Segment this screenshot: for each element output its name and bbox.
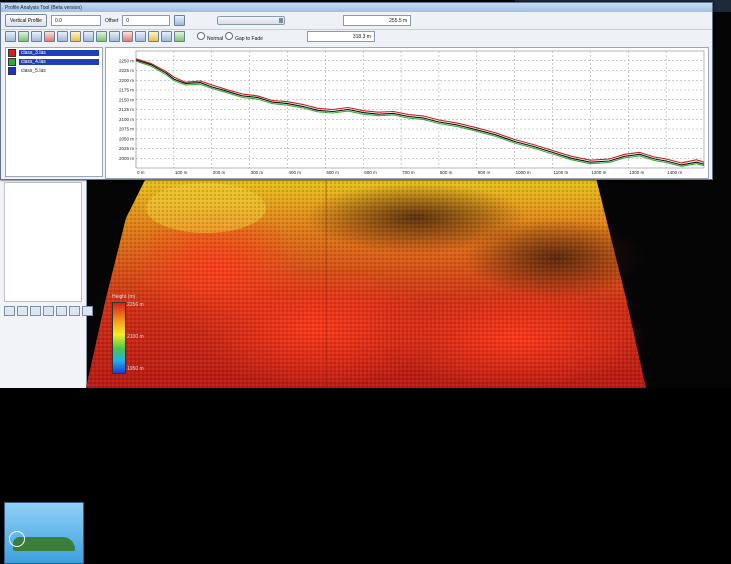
spin-icon[interactable] bbox=[174, 15, 186, 26]
window-titlebar[interactable]: Profile Analysis Tool (Beta version) bbox=[1, 3, 712, 12]
mode-normal-option[interactable]: Normal bbox=[197, 31, 224, 42]
info-icon[interactable] bbox=[174, 31, 185, 42]
x-tick-label: 1100 m bbox=[554, 170, 569, 175]
legend-title: Height (m) bbox=[112, 294, 136, 300]
grid-icon[interactable] bbox=[57, 31, 68, 42]
refresh-icon[interactable] bbox=[96, 31, 107, 42]
terrain-point-texture bbox=[86, 178, 646, 388]
x-tick-label: 1000 m bbox=[516, 170, 531, 175]
layer-item[interactable]: class_3.las bbox=[6, 49, 102, 57]
y-tick-label: 2175 m bbox=[119, 88, 134, 93]
overview-map[interactable] bbox=[4, 502, 84, 564]
x-tick-label: 1200 m bbox=[591, 170, 606, 175]
profile-chart-svg: 2000 m 2025 m 2050 m 2075 m 2100 m 2125 m 2150… bbox=[119, 50, 705, 175]
layer-color-swatch[interactable] bbox=[8, 49, 16, 57]
layer-color-swatch[interactable] bbox=[8, 58, 16, 66]
y-tick-label: 2075 m bbox=[119, 127, 134, 132]
x-tick-label: 300 m bbox=[251, 170, 264, 175]
layer-icon[interactable] bbox=[148, 31, 159, 42]
layer-tree-panel[interactable] bbox=[4, 182, 82, 302]
map-location-marker bbox=[9, 531, 25, 547]
x-tick-label: 200 m bbox=[213, 170, 226, 175]
x-tick-label: 800 m bbox=[440, 170, 453, 175]
value-field[interactable]: 0.0 bbox=[50, 15, 101, 26]
x-tick-label: 700 m bbox=[402, 170, 415, 175]
pan-icon[interactable] bbox=[18, 31, 29, 42]
viewer-side-panel bbox=[0, 178, 93, 564]
slider-knob[interactable] bbox=[279, 18, 284, 23]
profile-analysis-window[interactable]: Profile Analysis Tool (Beta version) Ver… bbox=[0, 2, 713, 180]
profile-series-line bbox=[135, 59, 705, 166]
profile-layer-list[interactable]: class_3.las class_4.las class_5.las bbox=[5, 47, 103, 177]
readout-field: 255.5 m bbox=[343, 15, 412, 26]
x-tick-label: 900 m bbox=[478, 170, 491, 175]
height-legend: Height (m) 2256 m 2100 m 1950 m bbox=[112, 294, 152, 378]
layer-color-swatch[interactable] bbox=[8, 67, 16, 75]
y-tick-label: 2225 m bbox=[119, 68, 134, 73]
x-tick-label: 0 m bbox=[137, 170, 145, 175]
color-icon[interactable] bbox=[122, 31, 133, 42]
y-tick-label: 2000 m bbox=[119, 156, 134, 161]
mode-gap-option[interactable]: Gap to Fade bbox=[225, 31, 263, 42]
y-tick-label: 2150 m bbox=[119, 97, 134, 102]
mode-gap-label: Gap to Fade bbox=[235, 35, 263, 42]
readout-field-2: 318.3 m bbox=[306, 31, 375, 42]
legend-label-mid: 2100 m bbox=[127, 334, 144, 340]
settings-toolbar: Vertical Profile 0.0 Offset 0 255.5 m bbox=[1, 12, 712, 30]
tool-icon[interactable] bbox=[30, 306, 41, 316]
layer-item[interactable]: class_5.las bbox=[6, 67, 102, 75]
window-title: Profile Analysis Tool (Beta version) bbox=[5, 4, 82, 11]
select-icon[interactable] bbox=[31, 31, 42, 42]
y-tick-label: 2125 m bbox=[119, 107, 134, 112]
point-cloud-render[interactable] bbox=[86, 178, 731, 388]
x-tick-label: 400 m bbox=[288, 170, 301, 175]
profile-series-line bbox=[135, 60, 705, 167]
legend-label-max: 2256 m bbox=[127, 302, 144, 308]
vertical-profile-button[interactable]: Vertical Profile bbox=[5, 14, 47, 27]
range-slider[interactable] bbox=[217, 16, 286, 25]
measure-icon[interactable] bbox=[44, 31, 55, 42]
x-tick-label: 600 m bbox=[364, 170, 377, 175]
x-tick-label: 500 m bbox=[326, 170, 339, 175]
tool-icon[interactable] bbox=[69, 306, 80, 316]
profile-series-line bbox=[135, 58, 705, 164]
elevation-profile-chart[interactable]: 2000 m 2025 m 2050 m 2075 m 2100 m 2125 m 2150… bbox=[105, 47, 709, 179]
y-tick-label: 2025 m bbox=[119, 146, 134, 151]
y-tick-label: 2200 m bbox=[119, 78, 134, 83]
legend-color-ramp bbox=[112, 302, 126, 374]
ruler-icon[interactable] bbox=[135, 31, 146, 42]
mode-normal-label: Normal bbox=[207, 35, 224, 42]
layer-name: class_5.las bbox=[21, 68, 46, 74]
tool-icon[interactable] bbox=[4, 306, 15, 316]
side-panel-toolbar bbox=[4, 306, 93, 316]
tool-icon[interactable] bbox=[43, 306, 54, 316]
tool-icon[interactable] bbox=[17, 306, 28, 316]
export-icon[interactable] bbox=[70, 31, 81, 42]
fit-icon[interactable] bbox=[83, 31, 94, 42]
x-tick-label: 1400 m bbox=[667, 170, 682, 175]
zoom-icon[interactable] bbox=[5, 31, 16, 42]
tool-icon[interactable] bbox=[56, 306, 67, 316]
layer-name: class_3.las bbox=[19, 50, 99, 56]
layer-name: class_4.las bbox=[19, 59, 99, 65]
settings-icon[interactable] bbox=[109, 31, 120, 42]
y-tick-label: 2250 m bbox=[119, 58, 134, 63]
offset-label: Offset bbox=[104, 17, 119, 24]
x-tick-label: 100 m bbox=[175, 170, 188, 175]
legend-label-min: 1950 m bbox=[127, 366, 144, 372]
layer-item[interactable]: class_4.las bbox=[6, 58, 102, 66]
tools-toolbar: Normal Gap to Fade 318.3 m bbox=[1, 30, 712, 43]
tool-icon[interactable] bbox=[82, 306, 93, 316]
print-icon[interactable] bbox=[161, 31, 172, 42]
y-tick-label: 2050 m bbox=[119, 136, 134, 141]
y-tick-label: 2100 m bbox=[119, 117, 134, 122]
x-tick-label: 1300 m bbox=[629, 170, 644, 175]
offset-field[interactable]: 0 bbox=[122, 15, 171, 26]
